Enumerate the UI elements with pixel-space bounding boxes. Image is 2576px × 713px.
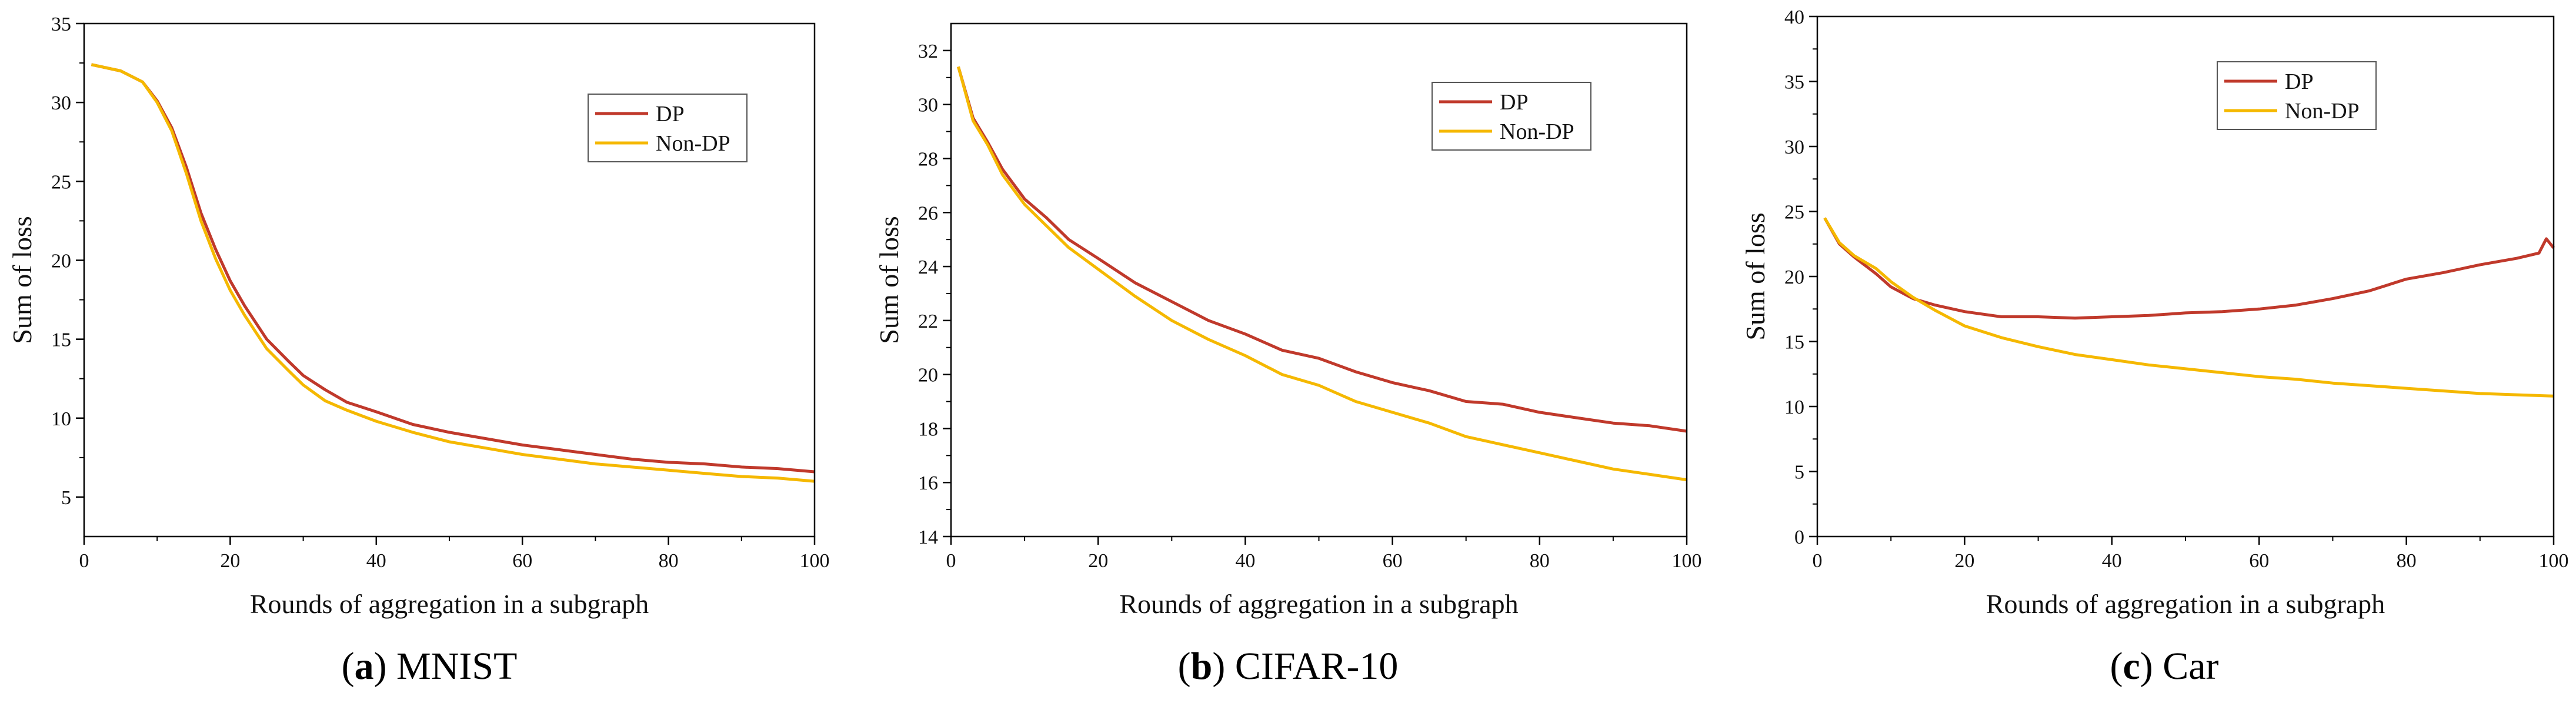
legend-box (2217, 61, 2377, 130)
x-tick-label: 80 (659, 550, 679, 572)
legend-label: Non-DP (656, 131, 730, 156)
x-tick-label: 60 (512, 550, 532, 572)
y-tick-label: 20 (1784, 266, 1804, 288)
series-line-nondp (1823, 217, 2554, 398)
caption-a: (a) MNIST (341, 645, 518, 688)
x-tick-label: 60 (2249, 550, 2269, 572)
legend: DP Non-DP (588, 94, 748, 162)
caption-c: (c) Car (2110, 645, 2219, 688)
x-tick-label: 80 (2397, 550, 2417, 572)
chart-a: 0 20 40 60 80 100 5 10 15 20 25 30 35 Rounds of aggre… (7, 14, 830, 619)
x-tick-label: 40 (1235, 550, 1255, 572)
legend: DP Non-DP (1432, 82, 1591, 151)
x-tick-label: 20 (1954, 550, 1974, 572)
y-axis-label: Sum of loss (1740, 212, 1770, 340)
y-tick-label: 16 (918, 472, 938, 494)
chart-b: 0 20 40 60 80 100 14 16 18 20 22 24 26 28 30 32 Rounds o… (874, 22, 1702, 619)
y-tick-label: 18 (918, 418, 938, 440)
x-tick-label: 20 (220, 550, 240, 572)
series-line-nondp (91, 63, 815, 483)
x-tick-label: 0 (1813, 550, 1823, 572)
y-tick-label: 15 (1784, 332, 1804, 354)
y-tick-label: 28 (918, 148, 938, 170)
y-tick-label: 32 (918, 41, 938, 62)
series-line-dp (91, 63, 815, 474)
x-tick-label: 40 (2102, 550, 2122, 572)
y-tick-label: 5 (61, 487, 71, 509)
x-axis-label: Rounds of aggregation in a subgraph (1119, 589, 1518, 619)
x-tick-label: 40 (366, 550, 386, 572)
y-tick-label: 30 (1784, 136, 1804, 158)
y-tick-label: 15 (51, 329, 71, 351)
y-axis-label: Sum of loss (874, 216, 904, 344)
chart-c: 0 20 40 60 80 100 0 5 10 15 20 25 30 35 40 Rounds of ag… (1740, 6, 2569, 619)
y-tick-label: 26 (918, 202, 938, 224)
y-tick-label: 40 (1784, 6, 1804, 28)
x-tick-label: 0 (79, 550, 89, 572)
y-tick-label: 14 (918, 527, 938, 548)
legend-label: DP (2285, 69, 2314, 94)
y-tick-label: 5 (1794, 462, 1804, 484)
caption-b: (b) CIFAR-10 (1177, 645, 1399, 688)
legend-label: DP (656, 102, 685, 126)
y-tick-label: 0 (1794, 527, 1804, 548)
legend-label: DP (1500, 90, 1529, 115)
series-line-dp (1823, 217, 2555, 320)
x-axis-label: Rounds of aggregation in a subgraph (1986, 589, 2385, 619)
x-tick-label: 100 (800, 550, 830, 572)
y-tick-label: 22 (918, 311, 938, 332)
y-tick-label: 25 (51, 171, 71, 193)
plot-frame (1816, 15, 2555, 538)
x-tick-label: 80 (1530, 550, 1550, 572)
legend-box (588, 94, 748, 162)
x-tick-label: 100 (2539, 550, 2569, 572)
x-axis-label: Rounds of aggregation in a subgraph (250, 589, 649, 619)
legend: DP Non-DP (2217, 61, 2377, 130)
y-tick-label: 25 (1784, 202, 1804, 224)
y-tick-label: 20 (918, 365, 938, 387)
y-tick-label: 24 (918, 256, 938, 278)
y-tick-label: 30 (51, 92, 71, 114)
y-tick-label: 30 (918, 95, 938, 116)
x-tick-label: 100 (1672, 550, 1702, 572)
y-tick-label: 10 (1784, 397, 1804, 418)
x-tick-label: 0 (946, 550, 956, 572)
y-axis-label: Sum of loss (7, 216, 37, 344)
x-tick-label: 60 (1383, 550, 1403, 572)
legend-box (1432, 82, 1591, 151)
y-tick-label: 20 (51, 250, 71, 272)
y-tick-label: 10 (51, 408, 71, 430)
series-line-dp (957, 66, 1687, 433)
series-line-nondp (957, 66, 1687, 482)
legend-label: Non-DP (1500, 119, 1574, 144)
x-tick-label: 20 (1088, 550, 1108, 572)
y-tick-label: 35 (51, 14, 71, 35)
legend-label: Non-DP (2285, 99, 2360, 124)
y-tick-label: 35 (1784, 72, 1804, 94)
